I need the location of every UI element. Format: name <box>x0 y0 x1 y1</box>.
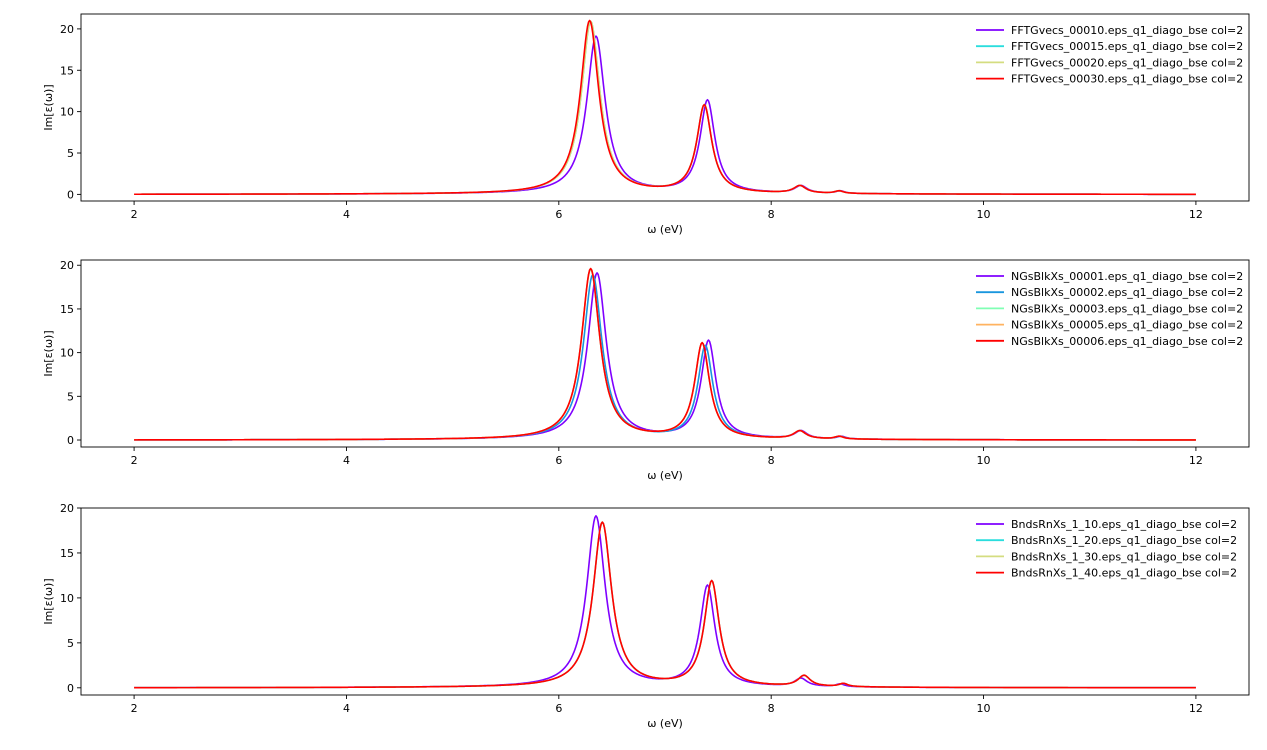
legend-entry: NGsBlkXs_00001.eps_q1_diago_bse col=2 <box>1011 270 1243 283</box>
x-tick-label: 8 <box>768 702 775 715</box>
y-axis-label: Im[ε(ω)] <box>42 578 55 624</box>
x-tick-label: 10 <box>977 702 991 715</box>
y-tick-label: 0 <box>67 682 74 695</box>
y-tick-label: 10 <box>60 347 74 360</box>
x-tick-label: 4 <box>343 702 350 715</box>
y-tick-label: 20 <box>60 502 74 515</box>
series-line-4 <box>134 521 1196 689</box>
x-axis-label: ω (eV) <box>647 717 683 730</box>
x-tick-label: 2 <box>131 702 138 715</box>
y-tick-label: 15 <box>60 303 74 316</box>
x-axis-label: ω (eV) <box>647 469 683 482</box>
x-axis-label: ω (eV) <box>647 223 683 236</box>
y-tick-label: 5 <box>67 147 74 160</box>
y-axis-label: Im[ε(ω)] <box>42 84 55 130</box>
x-tick-label: 6 <box>555 208 562 221</box>
y-tick-label: 15 <box>60 64 74 77</box>
x-tick-label: 10 <box>977 454 991 467</box>
axes-frame <box>80 13 1250 202</box>
legend-entry: NGsBlkXs_00006.eps_q1_diago_bse col=2 <box>1011 335 1243 348</box>
legend-entry: BndsRnXs_1_20.eps_q1_diago_bse col=2 <box>1011 534 1237 547</box>
legend-entry: FFTGvecs_00030.eps_q1_diago_bse col=2 <box>1011 73 1243 86</box>
curves <box>134 515 1196 689</box>
curves <box>134 19 1196 196</box>
x-tick-label: 4 <box>343 208 350 221</box>
legend: FFTGvecs_00010.eps_q1_diago_bse col=2 FFT… <box>976 24 1243 86</box>
x-tick-label: 10 <box>977 208 991 221</box>
x-tick-label: 6 <box>555 454 562 467</box>
series-line-4 <box>134 19 1196 196</box>
y-tick-label: 20 <box>60 23 74 36</box>
x-tick-label: 12 <box>1189 454 1203 467</box>
y-tick-label: 0 <box>67 188 74 201</box>
axes-frame <box>80 507 1250 696</box>
legend-entry: FFTGvecs_00010.eps_q1_diago_bse col=2 <box>1011 24 1243 37</box>
x-tick-label: 6 <box>555 702 562 715</box>
legend-entry: FFTGvecs_00020.eps_q1_diago_bse col=2 <box>1011 56 1243 69</box>
curves <box>134 267 1196 441</box>
series-line-2 <box>134 273 1196 441</box>
legend-entry: FFTGvecs_00015.eps_q1_diago_bse col=2 <box>1011 40 1243 53</box>
y-tick-label: 10 <box>60 106 74 119</box>
y-tick-label: 15 <box>60 547 74 560</box>
x-tick-label: 4 <box>343 454 350 467</box>
legend-entry: BndsRnXs_1_30.eps_q1_diago_bse col=2 <box>1011 550 1237 563</box>
legend-entry: BndsRnXs_1_10.eps_q1_diago_bse col=2 <box>1011 518 1237 531</box>
x-tick-label: 2 <box>131 208 138 221</box>
x-tick-label: 8 <box>768 208 775 221</box>
legend: NGsBlkXs_00001.eps_q1_diago_bse col=2 NGs… <box>976 270 1243 348</box>
series-line-5 <box>134 267 1196 441</box>
y-tick-label: 5 <box>67 390 74 403</box>
x-tick-label: 2 <box>131 454 138 467</box>
x-tick-label: 12 <box>1189 208 1203 221</box>
legend-entry: BndsRnXs_1_40.eps_q1_diago_bse col=2 <box>1011 567 1237 580</box>
y-tick-label: 5 <box>67 637 74 650</box>
y-tick-label: 0 <box>67 434 74 447</box>
axes-frame <box>80 259 1250 448</box>
y-tick-label: 10 <box>60 592 74 605</box>
y-axis-label: Im[ε(ω)] <box>42 330 55 376</box>
subplot-fftgvecs: 2 4 6 8 10 12 0 5 10 15 20 ω (eV) Im[ε(ω)] FFTGvecs_0… <box>42 13 1250 236</box>
legend: BndsRnXs_1_10.eps_q1_diago_bse col=2 Bnds… <box>976 518 1237 580</box>
legend-entry: NGsBlkXs_00002.eps_q1_diago_bse col=2 <box>1011 286 1243 299</box>
subplot-bndsrnxs: 2 4 6 8 10 12 0 5 10 15 20 ω (eV) Im[ε(ω)] BndsRnXs_1… <box>42 502 1250 730</box>
x-tick-label: 12 <box>1189 702 1203 715</box>
x-tick-label: 8 <box>768 454 775 467</box>
legend-entry: NGsBlkXs_00005.eps_q1_diago_bse col=2 <box>1011 319 1243 332</box>
legend-entry: NGsBlkXs_00003.eps_q1_diago_bse col=2 <box>1011 302 1243 315</box>
subplot-ngsblkxs: 2 4 6 8 10 12 0 5 10 15 20 ω (eV) Im[ε(ω)] NGsBlkXs_0… <box>42 259 1250 482</box>
y-tick-label: 20 <box>60 259 74 272</box>
